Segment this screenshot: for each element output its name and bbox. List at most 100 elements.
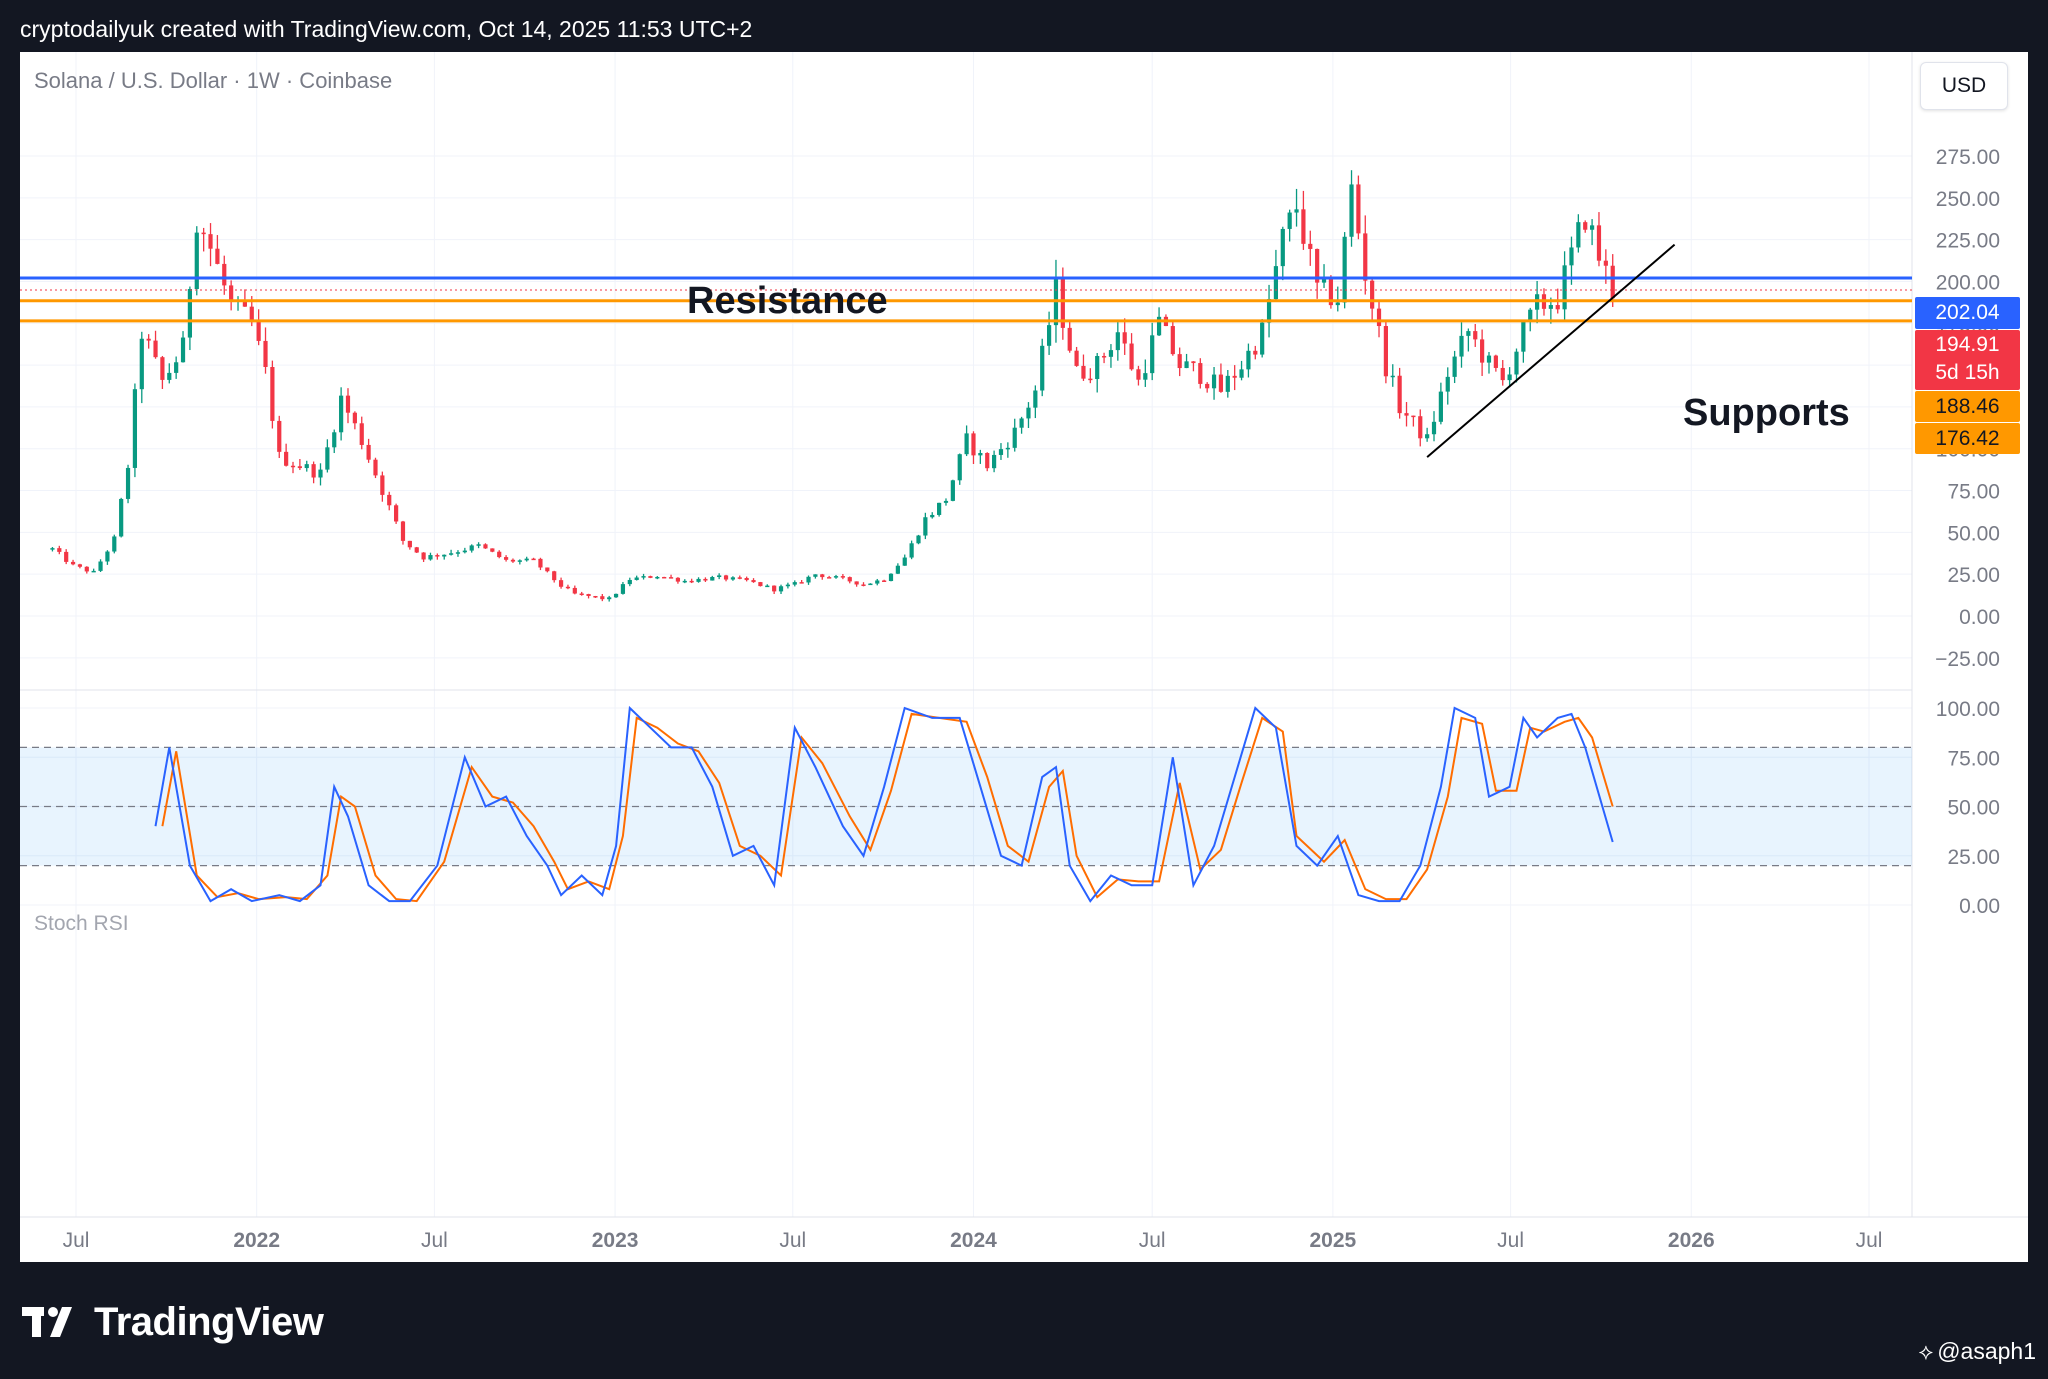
candle-body-up: [1569, 247, 1574, 266]
candle-body-up: [964, 433, 969, 455]
candle-body-down: [1610, 265, 1615, 299]
candle-body-down: [153, 340, 158, 358]
time-axis-label: 2022: [233, 1229, 280, 1252]
candle-body-down: [57, 548, 62, 552]
candle-body-up: [875, 580, 880, 584]
candle-body-up: [455, 552, 461, 554]
candle-body-up: [1012, 427, 1017, 448]
candle-body-down: [345, 395, 351, 413]
candle-body-up: [833, 576, 839, 578]
candle-body-down: [366, 444, 371, 460]
candle-body-up: [442, 554, 447, 557]
candle-body-up: [620, 584, 626, 594]
candle-body-up: [1239, 369, 1244, 378]
candle-body-up: [895, 565, 900, 574]
diamond-user-icon: ⟡: [1918, 1338, 1934, 1364]
candle-body-down: [311, 464, 316, 478]
candle-body-up: [139, 338, 144, 390]
candle-body-up: [1156, 316, 1162, 336]
candle-body-up: [1438, 391, 1443, 422]
candle-body-down: [297, 466, 302, 469]
candle-body-down: [1411, 415, 1416, 418]
candle-body-down: [380, 475, 385, 495]
time-axis-label: Jul: [1139, 1229, 1166, 1252]
candle-body-down: [1418, 416, 1423, 439]
candle-body-up: [98, 561, 103, 571]
candle-body-up: [1507, 374, 1512, 381]
candle-body-up: [1425, 434, 1430, 439]
candle-body-up: [50, 548, 55, 550]
candle-body-up: [105, 551, 110, 562]
candle-body-down: [538, 558, 543, 568]
candle-body-down: [256, 319, 261, 341]
candle-body-down: [1060, 277, 1065, 328]
candle-body-down: [1308, 243, 1313, 249]
candle-body-down: [1603, 260, 1608, 266]
candle-body-up: [1260, 322, 1265, 355]
stoch-axis-label: 100.00: [1936, 698, 2000, 721]
time-axis-label: Jul: [1856, 1229, 1883, 1252]
candle-body-down: [1067, 327, 1072, 351]
candle-body-up: [174, 362, 179, 373]
candle-body-down: [820, 574, 825, 578]
stoch-k-line: [154, 705, 1614, 903]
candle-body-down: [1383, 326, 1388, 377]
candle-body-down: [270, 366, 275, 421]
author-badge[interactable]: ⟡ @asaph1: [1919, 1338, 2036, 1365]
candle-body-down: [1583, 222, 1588, 230]
candle-body-up: [923, 517, 928, 536]
candle-body-down: [160, 357, 165, 380]
candle-body-down: [1370, 280, 1375, 309]
candle-body-down: [847, 577, 852, 582]
candle-body-down: [737, 577, 742, 579]
candle-body-down: [1397, 375, 1402, 414]
candle-body-down: [1081, 365, 1086, 379]
candle-body-down: [565, 586, 571, 589]
candle-body-down: [1500, 367, 1505, 381]
resistance-annotation: Resistance: [687, 280, 888, 322]
candle-body-up: [1514, 351, 1519, 375]
chart-canvas[interactable]: 275.00250.00225.00200.00175.00150.00125.…: [20, 52, 2028, 1262]
candle-body-down: [772, 585, 777, 592]
candle-body-up: [1452, 356, 1457, 377]
time-axis-label: Jul: [779, 1229, 806, 1252]
candle-body-down: [854, 581, 859, 585]
candle-body-down: [593, 596, 598, 598]
candle-body-down: [201, 232, 206, 235]
candle-body-down: [586, 594, 591, 597]
tradingview-logo[interactable]: TradingView: [22, 1300, 324, 1344]
candle-body-down: [648, 576, 653, 578]
candle-body-up: [119, 498, 124, 537]
candle-body-up: [696, 578, 701, 582]
candle-body-down: [1328, 277, 1334, 306]
candle-body-down: [1376, 308, 1382, 327]
currency-button[interactable]: USD: [1920, 62, 2008, 110]
candle-body-up: [1528, 309, 1533, 321]
candle-body-down: [545, 567, 550, 572]
candle-body-down: [394, 505, 399, 522]
candle-body-up: [462, 550, 467, 553]
candle-body-up: [1342, 236, 1347, 303]
candle-body-down: [483, 544, 488, 549]
candle-body-down: [497, 551, 502, 558]
candle-body-down: [971, 433, 976, 456]
candle-body-down: [503, 557, 509, 560]
candle-body-down: [146, 338, 151, 341]
candle-body-up: [339, 395, 344, 433]
candle-body-down: [387, 494, 392, 506]
candle-body-up: [517, 560, 522, 562]
candle-body-up: [428, 555, 433, 560]
candle-body-down: [1232, 375, 1237, 378]
chart-caption: cryptodailyuk created with TradingView.c…: [20, 16, 753, 42]
candle-body-down: [242, 299, 247, 307]
price-axis-label: 25.00: [1947, 564, 2000, 587]
candle-body-up: [332, 432, 337, 448]
stoch-d-line: [161, 712, 1614, 903]
chart-frame[interactable]: 275.00250.00225.00200.00175.00150.00125.…: [20, 52, 2028, 1262]
candle-body-up: [778, 586, 784, 592]
candle-body-down: [662, 576, 667, 579]
candle-body-down: [1404, 413, 1409, 416]
candle-body-down: [744, 577, 749, 581]
candle-body-up: [607, 597, 612, 600]
price-axis-label: 275.00: [1936, 146, 2000, 169]
